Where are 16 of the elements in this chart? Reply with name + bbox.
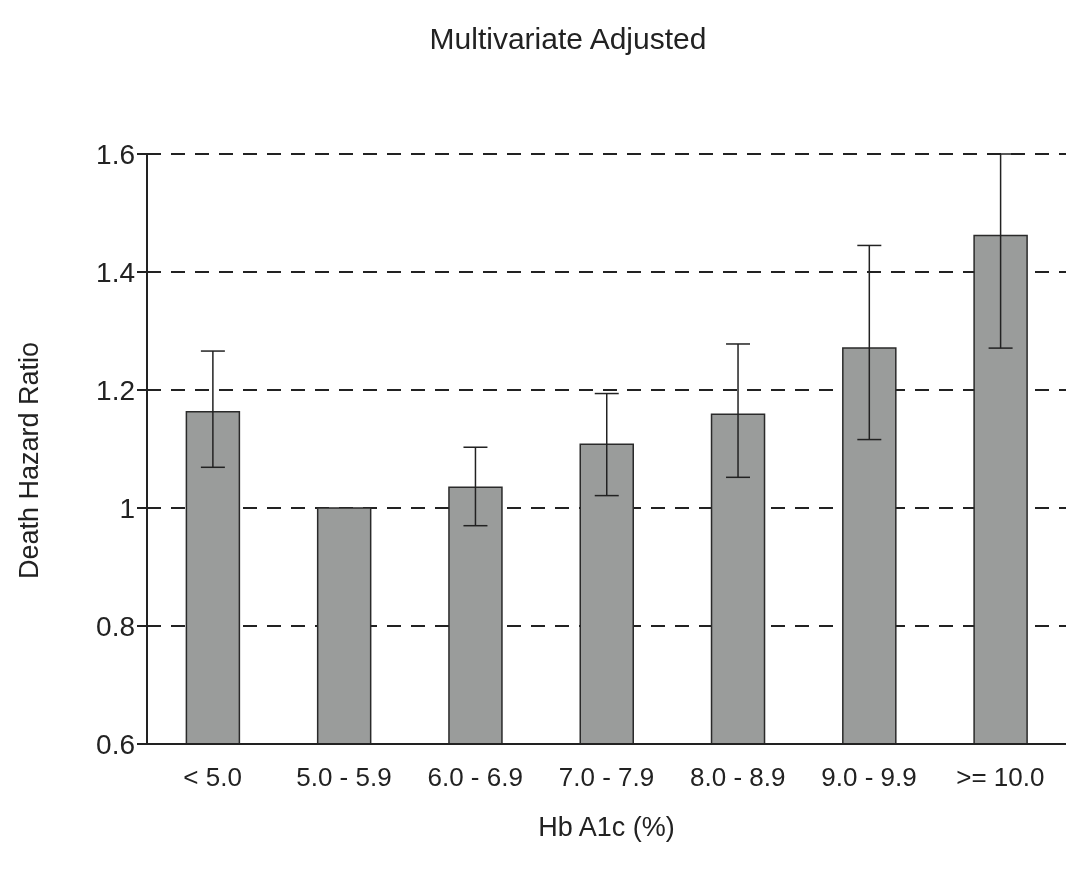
y-tick-label: 1.4 [96, 256, 135, 288]
y-axis-title: Death Hazard Ratio [13, 341, 44, 579]
y-tick-label: 1 [119, 492, 135, 524]
x-tick-label: 5.0 - 5.9 [296, 762, 392, 793]
y-tick-label: 0.6 [96, 728, 135, 760]
x-tick-label: 9.0 - 9.9 [821, 762, 917, 793]
chart-title: Multivariate Adjusted [428, 22, 708, 56]
x-axis-title: Hb A1c (%) [538, 812, 675, 842]
x-tick-label: 6.0 - 6.9 [427, 762, 523, 793]
y-tick-label: 0.8 [96, 610, 135, 642]
y-tick-label: 1.2 [96, 374, 135, 406]
x-tick-label: >= 10.0 [956, 762, 1045, 793]
x-tick-label: 8.0 - 8.9 [690, 762, 786, 793]
x-tick-label: < 5.0 [183, 762, 242, 793]
x-tick-label: 7.0 - 7.9 [558, 762, 655, 793]
y-tick-label: 1.6 [96, 138, 135, 170]
